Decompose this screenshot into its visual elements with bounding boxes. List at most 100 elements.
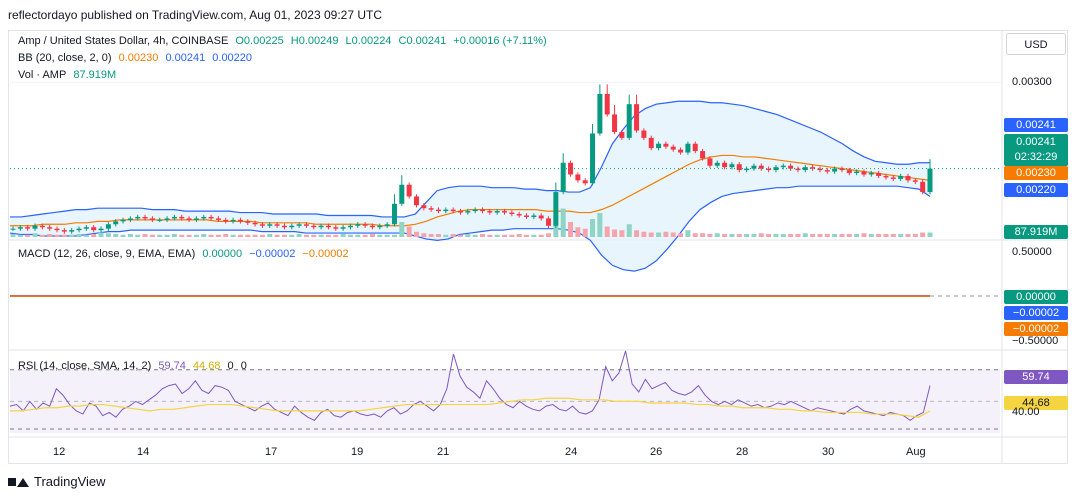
candle-body xyxy=(421,205,427,209)
volume-bar xyxy=(832,234,838,237)
volume-bar xyxy=(127,234,133,237)
rsi-value: 59.74 xyxy=(158,360,186,372)
candle-body xyxy=(883,175,889,178)
candle-body xyxy=(32,225,38,229)
candle-body xyxy=(626,104,632,138)
volume-bar xyxy=(854,234,860,237)
candle-body xyxy=(480,209,486,212)
candle-body xyxy=(700,151,706,159)
countdown-value: 02:32:29 xyxy=(1014,151,1058,163)
volume-bar xyxy=(920,232,926,237)
rsi-label[interactable]: RSI (14, close, SMA, 14, 2) xyxy=(18,360,152,372)
candle-body xyxy=(149,218,155,220)
volume-bar xyxy=(480,234,486,237)
volume-bar xyxy=(736,234,742,237)
volume-bar xyxy=(531,234,537,237)
candle-body xyxy=(846,170,852,174)
volume-bar xyxy=(568,222,574,237)
candle-body xyxy=(824,170,830,172)
time-tick-24: 24 xyxy=(565,446,578,458)
volume-bar xyxy=(824,234,830,237)
symbol-label[interactable]: Amp / United States Dollar, 4h, COINBASE xyxy=(18,35,229,47)
candle-body xyxy=(457,211,463,213)
candle-body xyxy=(641,130,647,138)
time-tick-17: 17 xyxy=(265,446,278,458)
volume-bar xyxy=(69,234,75,237)
volume-bar xyxy=(230,234,236,237)
bb-mid-value: 0.00230 xyxy=(118,52,159,64)
candle-body xyxy=(450,209,456,212)
candle-body xyxy=(347,225,353,228)
candle-body xyxy=(61,230,67,232)
candle-body xyxy=(832,168,838,172)
low-value: L0.00224 xyxy=(345,35,392,47)
volume-bar xyxy=(333,234,339,237)
candle-body xyxy=(105,224,111,229)
candle-body xyxy=(252,222,258,225)
volume-bar xyxy=(876,234,882,237)
candle-body xyxy=(788,165,794,169)
candle-body xyxy=(413,196,419,206)
candle-body xyxy=(377,225,383,228)
candle-body xyxy=(223,219,229,222)
candle-body xyxy=(91,227,97,231)
candle-body xyxy=(135,216,141,219)
candle-body xyxy=(692,143,698,152)
volume-bar xyxy=(722,234,728,237)
candle-body xyxy=(303,224,309,226)
volume-bar xyxy=(274,234,280,237)
candle-body xyxy=(274,224,280,226)
candle-body xyxy=(560,162,566,193)
bb-label[interactable]: BB (20, close, 2, 0) xyxy=(18,52,112,64)
time-tick-aug: Aug xyxy=(906,446,926,458)
macd-hist-tag: 0.00000 xyxy=(1004,290,1068,304)
volume-bar xyxy=(164,234,170,237)
volume-bar xyxy=(656,232,662,237)
price-tick: 0.00300 xyxy=(1012,76,1052,88)
candle-body xyxy=(758,165,764,169)
candle-body xyxy=(531,215,537,217)
macd-legend: MACD (12, 26, close, 9, EMA, EMA) 0.0000… xyxy=(18,248,353,260)
volume-bar xyxy=(421,233,427,237)
bb-upper-value: 0.00241 xyxy=(165,52,206,64)
time-tick-26: 26 xyxy=(650,446,663,458)
candle-body xyxy=(648,137,654,149)
time-tick-19: 19 xyxy=(351,446,364,458)
footer-brand[interactable]: TradingView xyxy=(8,474,106,489)
macd-label[interactable]: MACD (12, 26, close, 9, EMA, EMA) xyxy=(18,248,196,260)
volume-bar xyxy=(692,233,698,237)
volume-bar xyxy=(208,234,214,237)
volume-bar xyxy=(120,234,126,237)
volume-bar xyxy=(758,233,764,237)
candle-body xyxy=(509,212,515,215)
currency-button[interactable]: USD xyxy=(1006,33,1066,55)
volume-bar xyxy=(303,234,309,237)
candle-body xyxy=(435,209,441,212)
candle-body xyxy=(355,224,361,226)
volume-bar xyxy=(795,234,801,237)
candle-body xyxy=(201,216,207,219)
candle-body xyxy=(582,180,588,184)
candle-body xyxy=(802,167,808,171)
rsi-sma-line xyxy=(10,397,931,418)
volume-bar xyxy=(604,226,610,237)
candle-body xyxy=(142,216,148,219)
volume-bar xyxy=(362,234,368,237)
footer-brand-text: TradingView xyxy=(34,474,106,489)
candle-body xyxy=(340,227,346,229)
vol-label[interactable]: Vol · AMP xyxy=(18,69,67,81)
rsi-sma-value: 44.68 xyxy=(192,360,221,372)
volume-bar xyxy=(428,234,434,237)
volume-bar xyxy=(369,234,375,237)
candle-body xyxy=(76,228,82,231)
volume-bar xyxy=(47,234,53,237)
candle-body xyxy=(69,230,75,232)
volume-bar xyxy=(413,231,419,237)
macd-line-value: −0.00002 xyxy=(249,248,296,260)
volume-bar xyxy=(267,234,273,237)
bb-upper-tag: 0.00241 xyxy=(1004,118,1068,132)
candle-body xyxy=(113,221,119,225)
volume-bar xyxy=(83,234,89,237)
candle-body xyxy=(311,225,317,228)
